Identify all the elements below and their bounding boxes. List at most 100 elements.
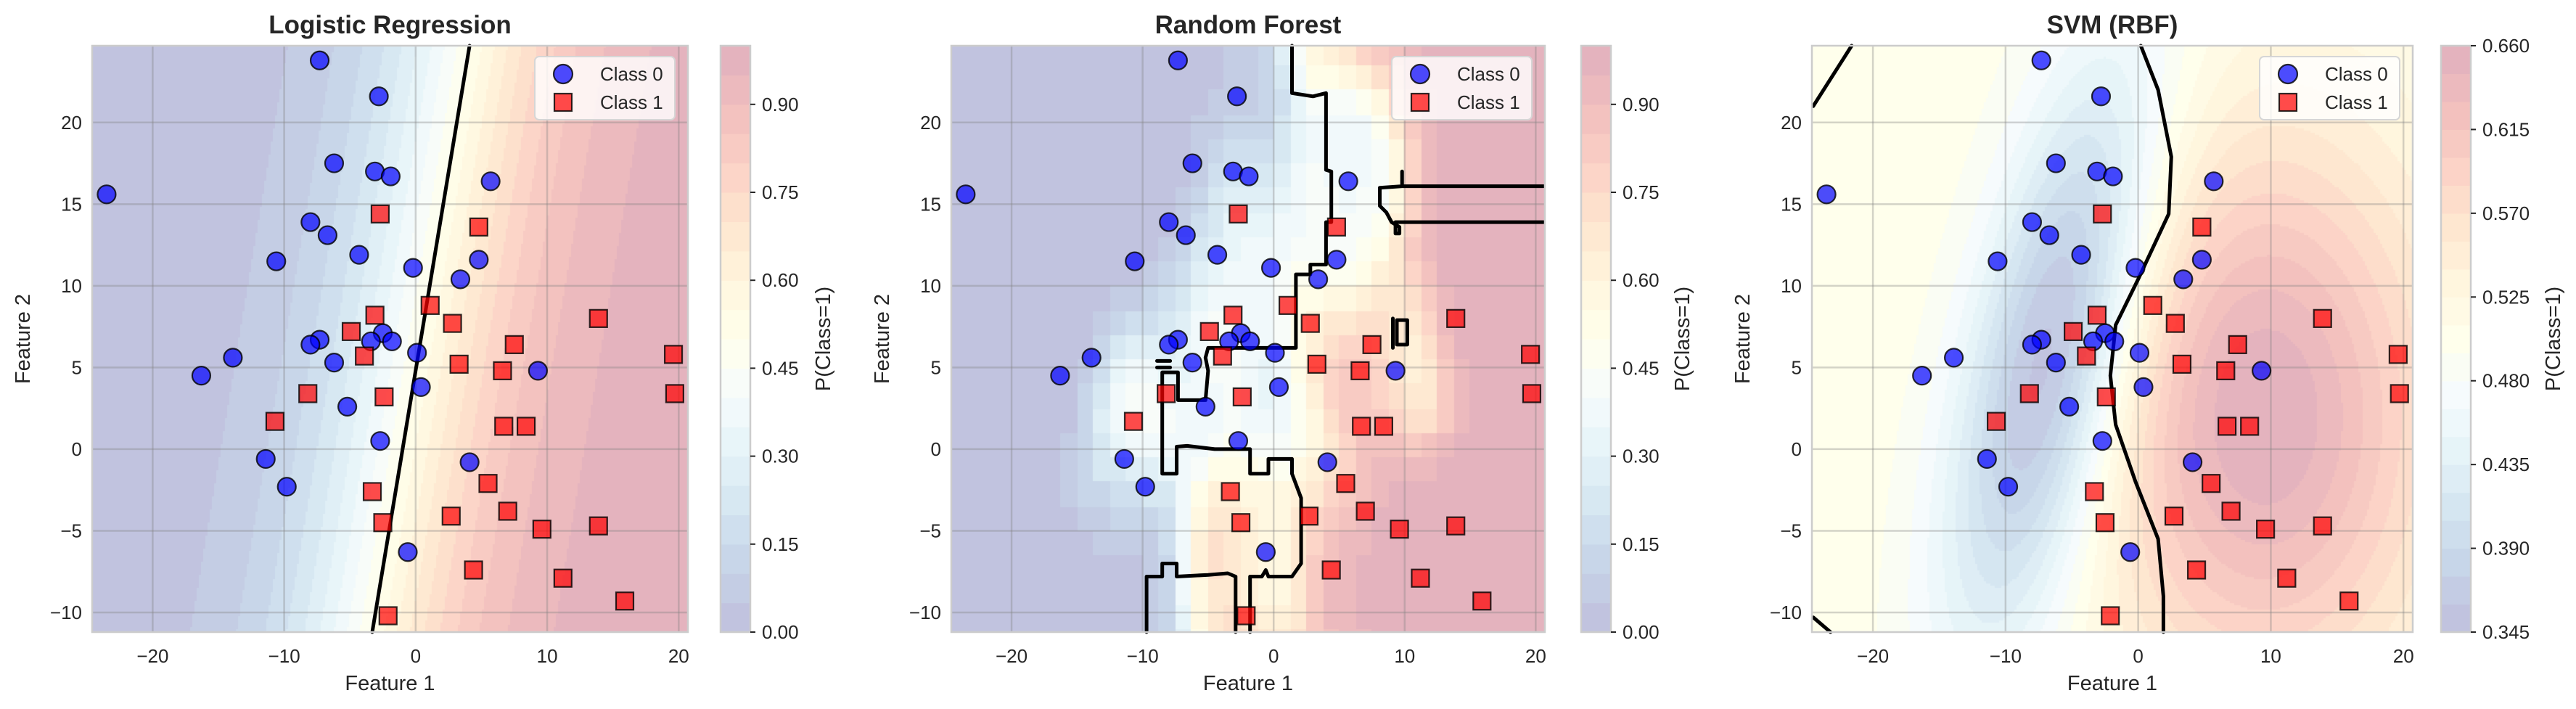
- colorbar-tick-label: 0.30: [762, 446, 799, 467]
- panel-3: Class 0 Class 1 SVM (RBF) −20 −10 0 10 20 −10 −5 0…: [1731, 11, 2565, 695]
- colorbar-band: [1581, 46, 1611, 75]
- decision-boundary-line: [1811, 615, 1833, 634]
- y-tick-label: −10: [50, 602, 82, 623]
- class-1-point: [1213, 346, 1232, 366]
- class-1-point: [1300, 313, 1320, 333]
- y-tick-label: 10: [920, 275, 941, 297]
- colorbar-tick-label: 0.45: [762, 357, 799, 379]
- class-1-point: [494, 417, 514, 436]
- class-1-point: [1232, 387, 1252, 406]
- legend-class-0-marker: [1409, 63, 1431, 85]
- x-tick-label: −20: [1857, 645, 1889, 667]
- colorbar-band: [721, 192, 750, 222]
- x-tick-label: −10: [1990, 645, 2022, 667]
- colorbar-band: [1581, 250, 1611, 281]
- class-0-point: [1385, 361, 1406, 381]
- class-0-point: [2173, 269, 2194, 290]
- class-1-point: [420, 295, 440, 315]
- class-1-point: [2313, 308, 2332, 328]
- x-tick-label: 0: [411, 645, 421, 667]
- colorbar-tick-label: 0.75: [1623, 181, 1660, 203]
- colorbar-band: [1581, 134, 1611, 164]
- class-0-point: [2046, 153, 2066, 173]
- class-1-point: [2019, 384, 2039, 403]
- class-1-point: [588, 308, 608, 328]
- y-tick-label: −10: [909, 602, 941, 623]
- colorbar-band: [2441, 548, 2471, 577]
- y-tick-label: 0: [72, 438, 82, 460]
- y-axis-label: Feature 2: [871, 294, 894, 384]
- colorbar-band: [2441, 213, 2471, 242]
- chart-title: Logistic Regression: [268, 11, 512, 39]
- colorbar-band: [2441, 604, 2471, 633]
- class-0-point: [337, 396, 358, 417]
- class-1-point: [1157, 384, 1176, 403]
- class-0-point: [2103, 166, 2123, 187]
- colorbar-band: [2441, 576, 2471, 605]
- colorbar-band: [721, 397, 750, 427]
- class-0-point: [1182, 353, 1202, 373]
- colorbar-band: [1581, 485, 1611, 515]
- class-1-point: [2165, 313, 2185, 333]
- y-tick-label: −5: [60, 520, 82, 541]
- class-1-point: [665, 384, 684, 403]
- class-1-point: [464, 560, 483, 580]
- colorbar-band: [1581, 544, 1611, 574]
- class-0-point: [1988, 251, 2008, 271]
- class-0-point: [1125, 251, 1145, 271]
- class-1-point: [2143, 295, 2162, 315]
- class-1-point: [2313, 516, 2332, 536]
- class-1-point: [2339, 591, 2359, 611]
- y-tick-label: 15: [1781, 193, 1802, 215]
- x-tick-label: 0: [2133, 645, 2143, 667]
- x-tick-label: 20: [668, 645, 689, 667]
- colorbar-band: [1581, 397, 1611, 427]
- legend-class-0-marker: [552, 63, 574, 85]
- x-tick-label: −10: [268, 645, 300, 667]
- colorbar-band: [2441, 324, 2471, 353]
- class-1-point: [493, 361, 512, 380]
- class-1-point: [1123, 411, 1144, 431]
- colorbar-band: [1581, 602, 1611, 633]
- colorbar-tick-label: 0.390: [2482, 538, 2530, 560]
- colorbar-band: [2441, 101, 2471, 131]
- class-1-point: [469, 217, 488, 237]
- colorbar-band: [1581, 573, 1611, 604]
- colorbar-band: [721, 368, 750, 398]
- class-0-point: [300, 335, 321, 355]
- colorbar-tick-label: 0.75: [762, 181, 799, 203]
- x-axis-label: Feature 1: [2067, 672, 2157, 695]
- decision-boundary-line: [1395, 318, 1409, 347]
- colorbar-band: [1581, 221, 1611, 252]
- class-1-point: [355, 346, 374, 366]
- class-0-point: [1168, 50, 1188, 70]
- class-1-point: [1352, 417, 1371, 436]
- colorbar-band: [1581, 515, 1611, 545]
- class-0-point: [2125, 258, 2146, 278]
- y-tick-label: 0: [1792, 438, 1802, 460]
- class-1-point: [1336, 474, 1355, 493]
- class-0-point: [1050, 366, 1070, 386]
- colorbar-tick-label: 0.00: [762, 621, 799, 643]
- class-0-point: [2204, 171, 2224, 192]
- colorbar-band: [1581, 280, 1611, 311]
- y-tick-label: 0: [931, 438, 941, 460]
- class-0-point: [1228, 431, 1249, 451]
- class-0-point: [1176, 225, 1196, 245]
- class-1-point: [2388, 345, 2408, 364]
- y-tick-label: 15: [920, 193, 941, 215]
- class-0-point: [324, 353, 345, 373]
- class-0-point: [1195, 396, 1215, 417]
- legend-class-1-label: Class 1: [2325, 91, 2388, 113]
- decision-boundary-line: [1378, 169, 1546, 236]
- legend-class-1-marker: [1410, 92, 1430, 112]
- colorbar-band: [721, 134, 750, 164]
- class-1-point: [1228, 204, 1248, 224]
- class-0-point: [459, 452, 480, 472]
- chart-title: SVM (RBF): [2047, 11, 2178, 39]
- colorbar-label: P(Class=1): [812, 287, 835, 391]
- class-0-point: [1816, 184, 1837, 205]
- class-1-point: [374, 387, 394, 406]
- class-1-point: [265, 411, 285, 431]
